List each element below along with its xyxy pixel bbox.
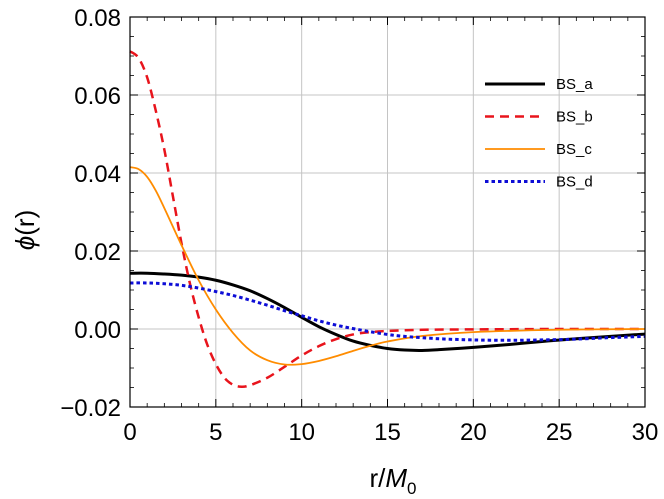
- x-axis-title-subscript: 0: [407, 479, 416, 498]
- x-axis-title-variable: M: [385, 463, 407, 493]
- legend-label-bs-b: BS_b: [556, 109, 593, 126]
- plot-frame: [129, 16, 646, 408]
- series-line-bs-a: [129, 271, 646, 352]
- series-line-bs-b: [129, 50, 646, 388]
- y-tick-label: 0.04: [74, 161, 121, 188]
- x-tick-label: 0: [123, 419, 136, 446]
- x-axis-title: r/M0: [369, 463, 416, 498]
- series-lines: [129, 50, 646, 388]
- y-axis-title-variable: ϕ: [10, 236, 40, 250]
- y-tick-label: 0.08: [74, 5, 121, 32]
- x-tick-label: 30: [632, 419, 659, 446]
- x-tick-label: 20: [460, 419, 487, 446]
- y-tick-label: −0.02: [60, 395, 121, 422]
- legend-label-bs-a: BS_a: [556, 76, 593, 93]
- series-line-bs-d: [129, 281, 646, 342]
- x-tick-label: 5: [209, 419, 222, 446]
- legend-label-bs-c: BS_c: [556, 141, 592, 158]
- tick-labels: 0 5 10 15 20 25 30 −0.02 0.00 0.02 0.04 0.06 0.08: [60, 5, 658, 446]
- y-tick-label: 0.06: [74, 83, 121, 110]
- y-axis-title-argument: (r): [10, 210, 40, 236]
- y-axis-title: ϕ(r): [10, 210, 40, 250]
- x-tick-label: 25: [546, 419, 573, 446]
- y-tick-label: 0.00: [74, 317, 121, 344]
- x-tick-label: 15: [374, 419, 401, 446]
- y-tick-label: 0.02: [74, 239, 121, 266]
- legend-label-bs-d: BS_d: [556, 174, 593, 191]
- x-tick-label: 10: [288, 419, 315, 446]
- x-axis-title-main: r/: [369, 463, 386, 493]
- legend: BS_a BS_b BS_c BS_d: [485, 76, 593, 191]
